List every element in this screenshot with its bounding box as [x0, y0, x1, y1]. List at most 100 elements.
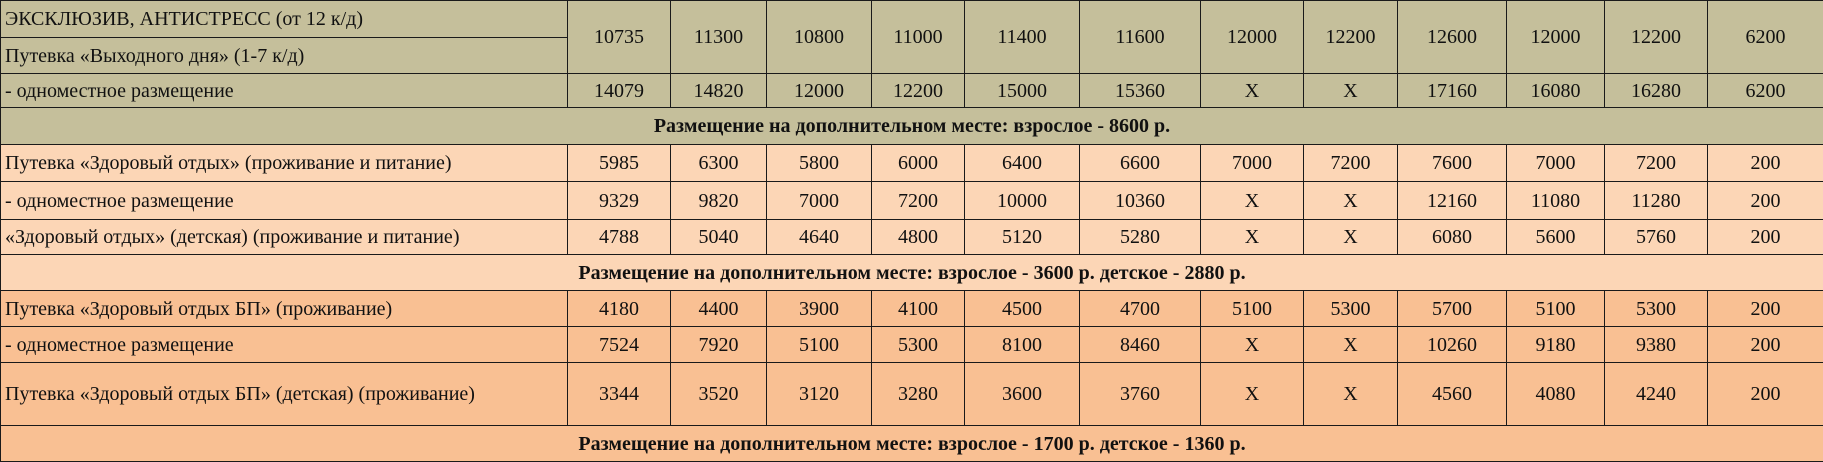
- price-cell: 12200: [1304, 1, 1398, 74]
- extra-bed-row: Размещение на дополнительном месте: взро…: [1, 426, 1823, 462]
- price-cell: 3520: [671, 363, 767, 426]
- price-cell: 17160: [1398, 74, 1507, 108]
- price-cell: X: [1304, 74, 1398, 108]
- price-cell: 5800: [767, 145, 872, 182]
- price-cell: X: [1201, 327, 1304, 363]
- price-cell: 6000: [872, 145, 965, 182]
- price-cell: X: [1304, 182, 1398, 220]
- price-cell: 3280: [872, 363, 965, 426]
- price-cell: 7000: [767, 182, 872, 220]
- price-cell: 200: [1708, 145, 1823, 182]
- price-cell: 4788: [568, 220, 671, 255]
- price-cell: 12000: [1201, 1, 1304, 74]
- price-cell: X: [1304, 327, 1398, 363]
- extra-bed-row: Размещение на дополнительном месте: взро…: [1, 255, 1823, 291]
- extra-bed-note: Размещение на дополнительном месте: взро…: [1, 426, 1823, 462]
- price-cell: X: [1201, 182, 1304, 220]
- price-cell: 5300: [1605, 291, 1708, 327]
- price-cell: 6200: [1708, 74, 1823, 108]
- price-cell: 9380: [1605, 327, 1708, 363]
- extra-bed-row: Размещение на дополнительном месте: взро…: [1, 108, 1823, 145]
- price-cell: 12000: [1507, 1, 1605, 74]
- price-cell: 6400: [965, 145, 1080, 182]
- price-cell: 200: [1708, 182, 1823, 220]
- price-cell: 12000: [767, 74, 872, 108]
- price-cell: 7200: [1605, 145, 1708, 182]
- price-cell: 6080: [1398, 220, 1507, 255]
- price-cell: 11080: [1507, 182, 1605, 220]
- price-cell: 10800: [767, 1, 872, 74]
- price-cell: 12160: [1398, 182, 1507, 220]
- price-cell: 11400: [965, 1, 1080, 74]
- row-label: Путевка «Выходного дня» (1-7 к/д): [1, 38, 568, 74]
- price-cell: X: [1201, 220, 1304, 255]
- price-cell: X: [1304, 363, 1398, 426]
- price-cell: 15000: [965, 74, 1080, 108]
- extra-bed-note: Размещение на дополнительном месте: взро…: [1, 255, 1823, 291]
- price-cell: 3600: [965, 363, 1080, 426]
- price-cell: 6200: [1708, 1, 1823, 74]
- price-cell: 4800: [872, 220, 965, 255]
- row-label: Путевка «Здоровый отдых БП» (детская) (п…: [1, 363, 568, 426]
- price-cell: 11280: [1605, 182, 1708, 220]
- price-cell: 10260: [1398, 327, 1507, 363]
- price-cell: 15360: [1080, 74, 1201, 108]
- price-cell: 4240: [1605, 363, 1708, 426]
- price-cell: 4180: [568, 291, 671, 327]
- price-cell: 11600: [1080, 1, 1201, 74]
- price-cell: 14079: [568, 74, 671, 108]
- row-label: - одноместное размещение: [1, 327, 568, 363]
- price-cell: 16080: [1507, 74, 1605, 108]
- price-cell: 4560: [1398, 363, 1507, 426]
- price-cell: 9180: [1507, 327, 1605, 363]
- price-cell: 4640: [767, 220, 872, 255]
- price-cell: 12200: [872, 74, 965, 108]
- price-cell: 8460: [1080, 327, 1201, 363]
- price-cell: 5700: [1398, 291, 1507, 327]
- price-cell: 5100: [1201, 291, 1304, 327]
- price-cell: 5040: [671, 220, 767, 255]
- price-cell: 14820: [671, 74, 767, 108]
- price-cell: 10735: [568, 1, 671, 74]
- row-label: - одноместное размещение: [1, 74, 568, 108]
- table-row: «Здоровый отдых» (детская) (проживание и…: [1, 220, 1823, 255]
- row-label: ЭКСКЛЮЗИВ, АНТИСТРЕСС (от 12 к/д): [1, 1, 568, 38]
- price-cell: 5600: [1507, 220, 1605, 255]
- price-cell: 200: [1708, 220, 1823, 255]
- price-cell: 11300: [671, 1, 767, 74]
- price-cell: 10360: [1080, 182, 1201, 220]
- price-cell: 3344: [568, 363, 671, 426]
- price-cell: 5100: [767, 327, 872, 363]
- price-cell: 3760: [1080, 363, 1201, 426]
- price-cell: 11000: [872, 1, 965, 74]
- price-cell: 200: [1708, 363, 1823, 426]
- row-label: - одноместное размещение: [1, 182, 568, 220]
- price-cell: 6600: [1080, 145, 1201, 182]
- extra-bed-note: Размещение на дополнительном месте: взро…: [1, 108, 1823, 145]
- price-cell: X: [1304, 220, 1398, 255]
- price-cell: 7524: [568, 327, 671, 363]
- price-cell: 7920: [671, 327, 767, 363]
- price-cell: 3120: [767, 363, 872, 426]
- price-cell: 5280: [1080, 220, 1201, 255]
- price-cell: 4500: [965, 291, 1080, 327]
- price-cell: 4100: [872, 291, 965, 327]
- price-cell: 5100: [1507, 291, 1605, 327]
- price-cell: 10000: [965, 182, 1080, 220]
- price-cell: X: [1201, 363, 1304, 426]
- price-cell: 12600: [1398, 1, 1507, 74]
- price-cell: 9820: [671, 182, 767, 220]
- price-cell: 3900: [767, 291, 872, 327]
- price-cell: 5985: [568, 145, 671, 182]
- row-label: Путевка «Здоровый отдых БП» (проживание): [1, 291, 568, 327]
- price-cell: 7600: [1398, 145, 1507, 182]
- price-cell: 7000: [1507, 145, 1605, 182]
- price-cell: 5300: [872, 327, 965, 363]
- price-cell: 4400: [671, 291, 767, 327]
- price-cell: 8100: [965, 327, 1080, 363]
